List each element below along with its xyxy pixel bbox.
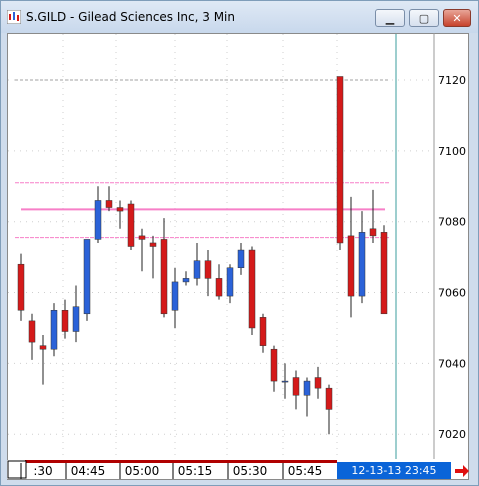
candle-body[interactable] [171, 281, 179, 311]
close-button[interactable]: ✕ [443, 9, 471, 27]
time-tick-label: 05:15 [178, 464, 213, 478]
time-axis-start-box[interactable] [7, 460, 27, 479]
candle-body[interactable] [105, 200, 113, 208]
candle-body[interactable] [61, 310, 69, 332]
candle-body[interactable] [28, 320, 36, 343]
candle-body[interactable] [270, 348, 278, 382]
candle-body[interactable] [50, 310, 58, 350]
timeline-range-bar [25, 460, 337, 463]
price-tick-label: 7040 [438, 357, 466, 370]
candle-body[interactable] [325, 387, 333, 410]
chart-app-icon [7, 10, 21, 24]
candle-body[interactable] [17, 263, 25, 311]
time-tick-label: 04:45 [71, 464, 106, 478]
candle-body[interactable] [160, 239, 168, 315]
candle-body[interactable] [138, 235, 146, 240]
price-tick-label: 7120 [438, 74, 466, 87]
price-tick-label: 7020 [438, 428, 466, 441]
candle-body[interactable] [347, 235, 355, 297]
candle-body[interactable] [204, 260, 212, 279]
candle-body[interactable] [248, 249, 256, 329]
time-axis-strip [7, 460, 337, 479]
candle-body[interactable] [281, 380, 289, 383]
time-tick-label: :30 [33, 464, 52, 478]
candle-body[interactable] [193, 260, 201, 279]
candle-body[interactable] [94, 200, 102, 240]
time-tick-label: 05:30 [233, 464, 268, 478]
arrow-right-icon[interactable] [454, 464, 470, 478]
price-tick-label: 7060 [438, 287, 466, 300]
price-tick-label: 7100 [438, 145, 466, 158]
current-datetime-label: 12-13-13 23:45 [337, 462, 451, 479]
candle-body[interactable] [369, 228, 377, 237]
candle-body[interactable] [39, 345, 47, 350]
candle-body[interactable] [226, 267, 234, 297]
candlestick-chart[interactable]: 7020 7040 7060 7080 7100 7120 :30 04:45 05:00 05:… [7, 33, 469, 480]
candle-body[interactable] [314, 377, 322, 389]
maximize-icon: ▢ [418, 11, 430, 25]
title-bar[interactable]: S.GILD - Gilead Sciences Inc, 3 Min ▁ ▢ … [1, 1, 478, 33]
candle-body[interactable] [237, 249, 245, 269]
candle-body[interactable] [72, 306, 80, 332]
candle-body[interactable] [336, 76, 344, 244]
maximize-button[interactable]: ▢ [409, 9, 439, 27]
price-tick-label: 7080 [438, 216, 466, 229]
candle-body[interactable] [380, 232, 388, 315]
close-icon: ✕ [452, 11, 462, 25]
time-tick-label: 05:45 [288, 464, 323, 478]
window-title: S.GILD - Gilead Sciences Inc, 3 Min [26, 10, 235, 24]
time-tick-label: 05:00 [125, 464, 160, 478]
candle-body[interactable] [182, 278, 190, 283]
candle-body[interactable] [259, 317, 267, 346]
candle-body[interactable] [358, 232, 366, 297]
minimize-button[interactable]: ▁ [375, 9, 405, 27]
candle-body[interactable] [215, 278, 223, 297]
minimize-icon: ▁ [385, 11, 395, 25]
candle-body[interactable] [292, 377, 300, 396]
candle-body[interactable] [149, 242, 157, 247]
candle-body[interactable] [303, 380, 311, 396]
candle-body[interactable] [127, 203, 135, 247]
candle-body[interactable] [83, 239, 91, 315]
candle-body[interactable] [116, 207, 124, 212]
